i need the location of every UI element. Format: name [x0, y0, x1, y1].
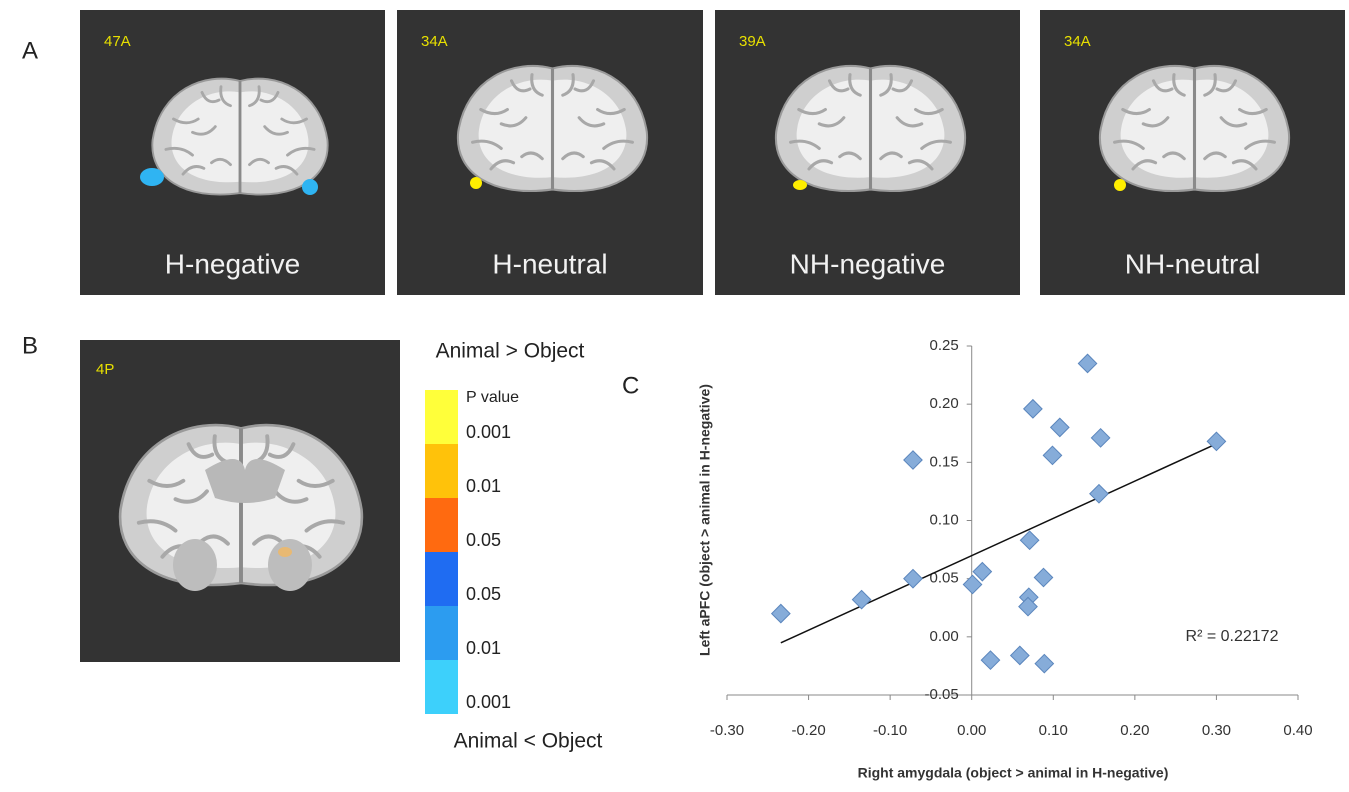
panel-a: 47A H-negative 34A H-neutral 39A NH-negative 3… — [80, 10, 1345, 295]
x-tick-label: -0.20 — [791, 722, 825, 739]
image-label: 34A — [1064, 33, 1091, 50]
annotation: R² = 0.22172 — [1186, 628, 1279, 645]
image-caption: NH-negative — [790, 248, 946, 279]
x-tick-label: -0.10 — [873, 722, 907, 739]
colorbar-segment — [425, 660, 458, 714]
structure — [268, 539, 312, 591]
x-tick-label: 0.30 — [1202, 722, 1231, 739]
colorbar-level: 0.05 — [466, 530, 501, 550]
image-label: 34A — [421, 33, 448, 50]
point — [1051, 418, 1069, 436]
point — [1020, 531, 1038, 549]
y-tick-label: 0.10 — [930, 511, 959, 528]
y-tick-label: 0.15 — [930, 453, 959, 470]
point — [1078, 354, 1096, 372]
x-tick-label: 0.00 — [957, 722, 986, 739]
trendline — [781, 444, 1217, 643]
point — [981, 651, 999, 669]
y-tick-label: 0.20 — [930, 395, 959, 412]
colorbar-level: 0.05 — [466, 584, 501, 604]
activation — [302, 179, 318, 195]
panel-letter: C — [622, 372, 639, 399]
x-tick-label: 0.40 — [1283, 722, 1312, 739]
activation — [140, 168, 164, 186]
panel-letter: A — [22, 37, 38, 64]
y-tick-label: 0.25 — [930, 337, 959, 354]
colorbar-segment — [425, 498, 458, 552]
point — [1011, 646, 1029, 664]
y-axis-title: Left aPFC (object > animal in H-negative… — [697, 384, 713, 656]
x-tick-label: -0.30 — [710, 722, 744, 739]
colorbar-segment — [425, 606, 458, 660]
y-tick-label: -0.05 — [925, 686, 959, 703]
brain — [776, 66, 965, 191]
point — [1035, 654, 1053, 672]
point — [1091, 429, 1109, 447]
panel-letter: B — [22, 332, 38, 359]
brain — [120, 425, 362, 585]
colorbar-title: P value — [466, 389, 519, 406]
colorbar-level: 0.01 — [466, 638, 501, 658]
point — [904, 451, 922, 469]
image-caption: H-neutral — [492, 248, 607, 279]
structure — [173, 539, 217, 591]
brain — [152, 79, 327, 195]
x-axis-title: Right amygdala (object > animal in H-neg… — [858, 765, 1169, 781]
colorbar-level: 0.001 — [466, 422, 511, 442]
image-label: 4P — [96, 361, 114, 378]
activation — [1114, 179, 1126, 191]
brain — [1100, 66, 1289, 191]
colorbar-segment — [425, 552, 458, 606]
x-tick-label: 0.20 — [1120, 722, 1149, 739]
image-label: 39A — [739, 33, 766, 50]
colorbar-level: 0.001 — [466, 692, 511, 712]
colorbar: Animal > Object P value Animal < Object … — [425, 340, 603, 753]
y-tick-label: 0.00 — [930, 628, 959, 645]
figure: A 47A H-negative 34A H-neutral 39A NH-negativ… — [0, 0, 1349, 792]
image-label: 47A — [104, 33, 131, 50]
colorbar-segment — [425, 444, 458, 498]
activation — [793, 180, 807, 190]
scatter-plot: Right amygdala (object > animal in H-neg… — [697, 337, 1313, 781]
colorbar-top-label: Animal > Object — [436, 340, 585, 363]
point — [772, 604, 790, 622]
colorbar-segment — [425, 390, 458, 444]
image-caption: H-negative — [165, 248, 300, 279]
point — [1024, 400, 1042, 418]
point — [1043, 446, 1061, 464]
activation — [470, 177, 482, 189]
colorbar-bottom-label: Animal < Object — [454, 730, 603, 753]
colorbar-level: 0.01 — [466, 476, 501, 496]
point — [1034, 568, 1052, 586]
panel-b-image: 4P — [80, 340, 400, 662]
point — [1207, 432, 1225, 450]
point — [852, 590, 870, 608]
x-tick-label: 0.10 — [1039, 722, 1068, 739]
brain — [458, 66, 647, 191]
image-caption: NH-neutral — [1125, 248, 1260, 279]
activation — [278, 547, 292, 557]
